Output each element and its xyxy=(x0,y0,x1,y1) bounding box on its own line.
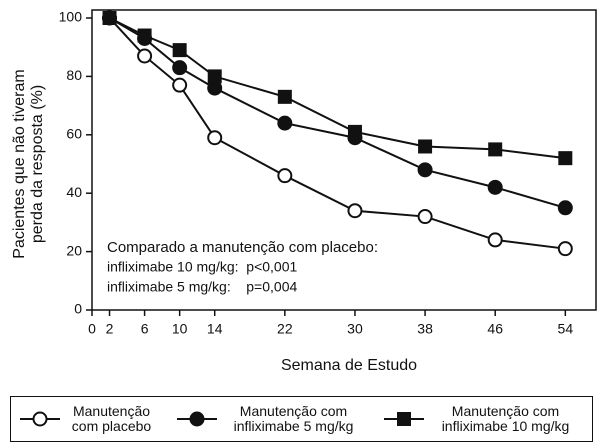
data-point xyxy=(277,89,292,104)
data-point xyxy=(557,200,573,216)
x-tick-label: 38 xyxy=(417,321,433,337)
legend-icon xyxy=(383,412,424,426)
data-point xyxy=(558,151,573,166)
x-tick-label: 46 xyxy=(487,321,503,337)
legend-label: Manutenção com infliximabe 10 mg/kg xyxy=(441,403,570,434)
legend-marker xyxy=(189,411,204,427)
legend: Manutenção com placebo Manutenção com inf… xyxy=(10,396,593,442)
data-point xyxy=(487,232,503,248)
x-tick-label: 54 xyxy=(558,321,574,337)
data-point xyxy=(137,28,152,43)
y-tick-label: 80 xyxy=(66,67,82,83)
annotation: infliximabe 10 mg/kg: p<0,001 xyxy=(107,259,297,275)
legend-item: Manutenção com infliximabe 5 mg/kg xyxy=(175,404,369,434)
data-point xyxy=(172,60,188,76)
x-tick-label: 14 xyxy=(207,321,223,337)
data-point xyxy=(172,43,187,58)
data-point xyxy=(102,11,117,25)
y-tick-label: 0 xyxy=(74,301,82,317)
annotation: Comparado a manutenção com placebo: xyxy=(107,239,378,256)
data-point xyxy=(207,130,223,146)
x-tick-label: 30 xyxy=(347,321,363,337)
y-axis-title: perda da resposta (%) xyxy=(29,85,46,243)
data-point xyxy=(488,142,503,157)
legend-item: Manutenção com infliximabe 10 mg/kg xyxy=(382,404,586,434)
legend-marker xyxy=(32,411,47,427)
data-point xyxy=(487,179,503,195)
plot-frame xyxy=(91,9,597,311)
data-point xyxy=(207,69,222,84)
y-axis-title: Pacientes que não tiveram xyxy=(11,69,28,258)
x-tick-label: 22 xyxy=(277,321,293,337)
data-point xyxy=(207,80,223,96)
data-point xyxy=(137,48,153,64)
data-point xyxy=(277,115,293,131)
legend-marker xyxy=(396,412,411,426)
annotation: infliximabe 5 mg/kg: p=0,004 xyxy=(107,279,297,295)
y-tick-label: 40 xyxy=(66,184,82,200)
x-tick-label: 10 xyxy=(172,321,188,337)
y-tick-label: 60 xyxy=(66,126,82,142)
legend-item: Manutenção com placebo xyxy=(18,404,162,434)
x-axis-title: Semana de Estudo xyxy=(281,357,417,374)
data-point xyxy=(557,241,573,257)
y-tick-label: 100 xyxy=(59,9,83,25)
legend-icon xyxy=(176,411,217,427)
legend-icon xyxy=(19,411,60,427)
x-tick-label: 6 xyxy=(141,321,149,337)
data-point xyxy=(347,124,362,139)
data-point xyxy=(172,77,188,93)
data-point xyxy=(417,209,433,225)
data-point xyxy=(277,168,293,184)
x-tick-label: 2 xyxy=(106,321,114,337)
legend-label: Manutenção com placebo xyxy=(71,403,152,434)
data-point xyxy=(347,203,363,219)
data-point xyxy=(418,139,433,154)
data-point xyxy=(417,162,433,178)
legend-label: Manutenção com infliximabe 5 mg/kg xyxy=(233,403,354,434)
y-tick-label: 20 xyxy=(66,242,82,258)
x-tick-label: 0 xyxy=(88,321,96,337)
